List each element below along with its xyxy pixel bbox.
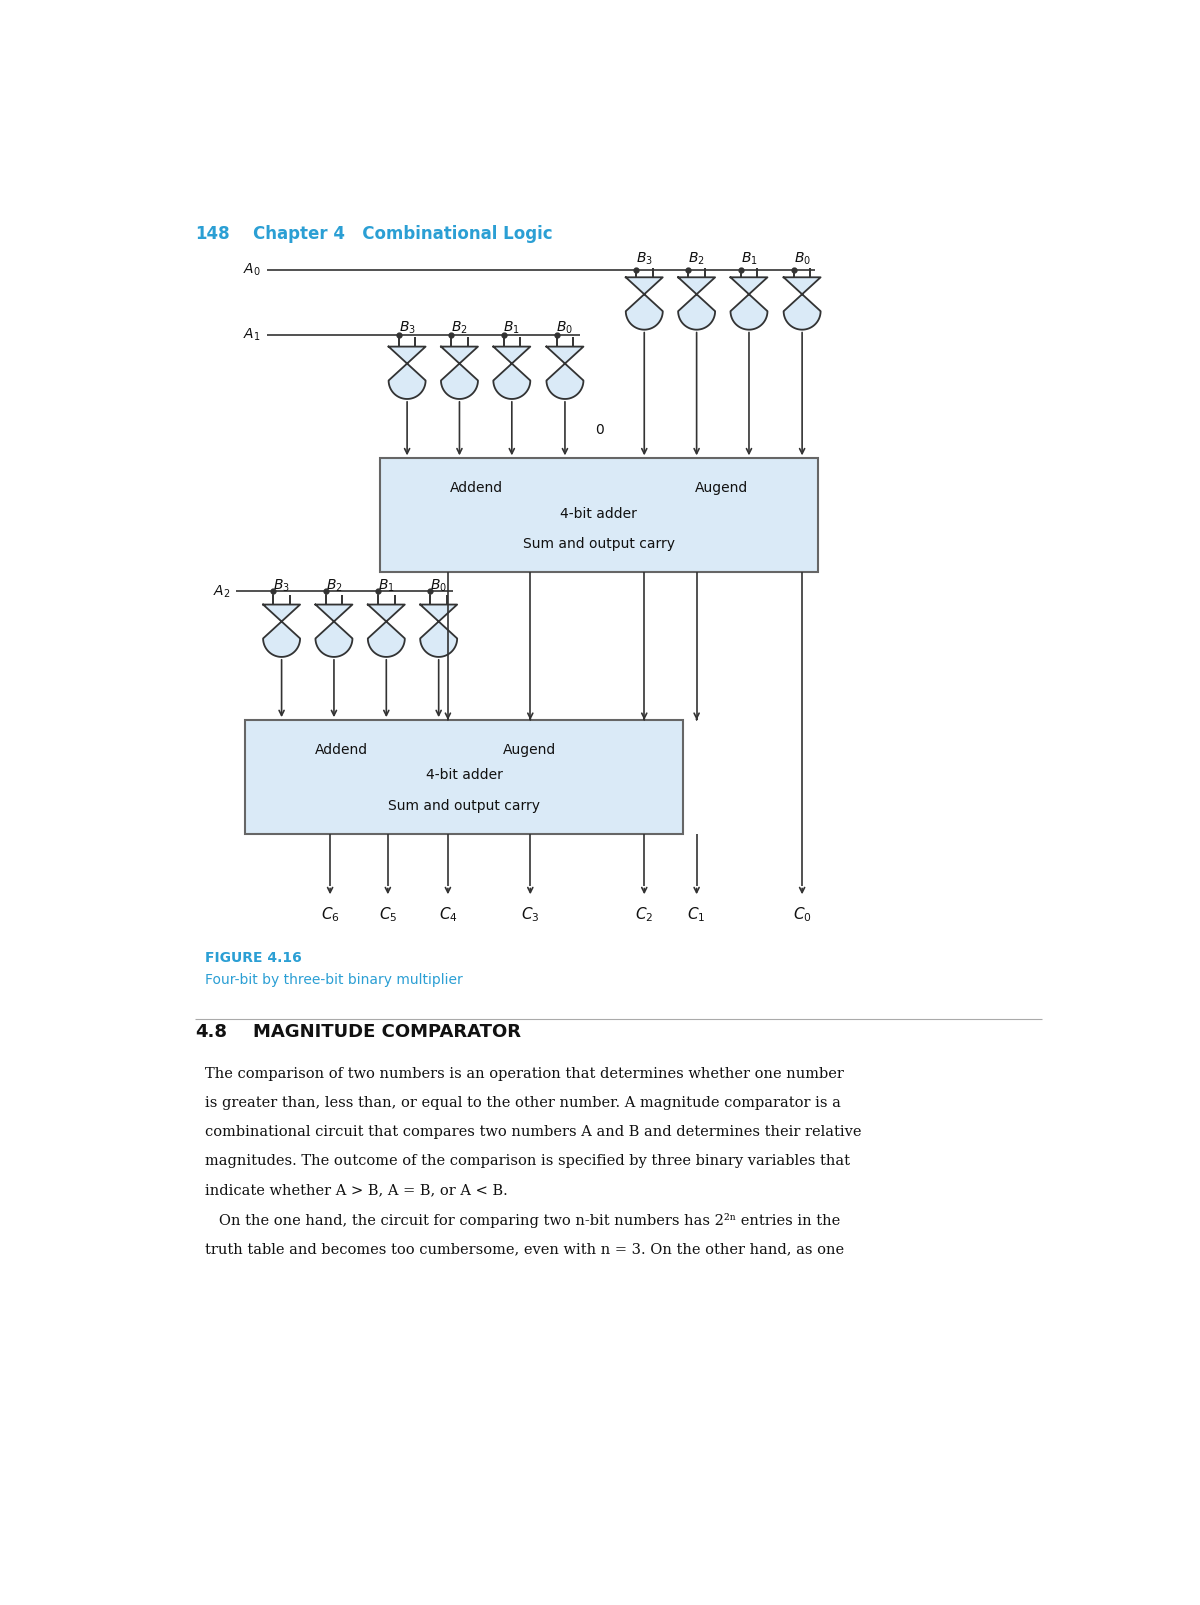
Text: $A_0$: $A_0$ [244, 262, 260, 278]
Text: $C_5$: $C_5$ [379, 905, 397, 923]
Text: Addend: Addend [316, 743, 368, 758]
Text: $C_1$: $C_1$ [688, 905, 706, 923]
Polygon shape [784, 278, 821, 329]
Text: Sum and output carry: Sum and output carry [388, 799, 540, 814]
Text: $B_0$: $B_0$ [430, 578, 448, 594]
Text: Augend: Augend [695, 482, 748, 496]
Polygon shape [389, 347, 426, 400]
Polygon shape [440, 347, 478, 400]
Text: indicate whether A > B, A = B, or A < B.: indicate whether A > B, A = B, or A < B. [205, 1183, 508, 1197]
Text: $C_2$: $C_2$ [635, 905, 654, 923]
Text: $B_2$: $B_2$ [689, 250, 704, 266]
Text: $A_1$: $A_1$ [244, 327, 260, 343]
Polygon shape [493, 347, 530, 400]
Text: On the one hand, the circuit for comparing two n-bit numbers has 2²ⁿ entries in : On the one hand, the circuit for compari… [205, 1213, 841, 1228]
Text: $B_0$: $B_0$ [557, 319, 574, 335]
Polygon shape [678, 278, 715, 329]
Polygon shape [731, 278, 768, 329]
Text: magnitudes. The outcome of the comparison is specified by three binary variables: magnitudes. The outcome of the compariso… [205, 1154, 851, 1168]
Polygon shape [546, 347, 583, 400]
Polygon shape [625, 278, 662, 329]
Text: $B_1$: $B_1$ [378, 578, 395, 594]
Text: Four-bit by three-bit binary multiplier: Four-bit by three-bit binary multiplier [205, 973, 463, 987]
Text: $B_3$: $B_3$ [636, 250, 653, 266]
Text: 0: 0 [595, 422, 604, 437]
Text: Chapter 4   Combinational Logic: Chapter 4 Combinational Logic [253, 225, 553, 242]
Bar [380, 459, 817, 573]
Text: $A_2$: $A_2$ [212, 583, 230, 600]
Text: Augend: Augend [503, 743, 557, 758]
Text: $B_1$: $B_1$ [740, 250, 757, 266]
Text: $B_2$: $B_2$ [325, 578, 342, 594]
Text: FIGURE 4.16: FIGURE 4.16 [205, 952, 302, 965]
Text: $C_0$: $C_0$ [793, 905, 811, 923]
Text: $B_0$: $B_0$ [793, 250, 811, 266]
Text: 4-bit adder: 4-bit adder [560, 507, 637, 520]
Text: combinational circuit that compares two numbers A and B and determines their rel: combinational circuit that compares two … [205, 1125, 862, 1140]
Text: $C_3$: $C_3$ [521, 905, 540, 923]
Text: $C_4$: $C_4$ [438, 905, 457, 923]
Text: $B_1$: $B_1$ [504, 319, 521, 335]
Text: 4.8: 4.8 [196, 1022, 227, 1040]
Text: The comparison of two numbers is an operation that determines whether one number: The comparison of two numbers is an oper… [205, 1067, 845, 1080]
Text: 148: 148 [196, 225, 230, 242]
Text: $B_2$: $B_2$ [451, 319, 468, 335]
Text: Addend: Addend [450, 482, 503, 496]
Polygon shape [420, 605, 457, 656]
Text: $C_6$: $C_6$ [320, 905, 340, 923]
Text: $B_3$: $B_3$ [398, 319, 415, 335]
Polygon shape [368, 605, 404, 656]
Text: $B_3$: $B_3$ [274, 578, 290, 594]
Bar [246, 721, 683, 835]
Text: Sum and output carry: Sum and output carry [523, 538, 674, 552]
Polygon shape [263, 605, 300, 656]
Polygon shape [316, 605, 353, 656]
Text: truth table and becomes too cumbersome, even with n = 3. On the other hand, as o: truth table and becomes too cumbersome, … [205, 1242, 845, 1257]
Text: 4-bit adder: 4-bit adder [426, 769, 503, 783]
Text: is greater than, less than, or equal to the other number. A magnitude comparator: is greater than, less than, or equal to … [205, 1096, 841, 1109]
Text: MAGNITUDE COMPARATOR: MAGNITUDE COMPARATOR [253, 1022, 521, 1040]
